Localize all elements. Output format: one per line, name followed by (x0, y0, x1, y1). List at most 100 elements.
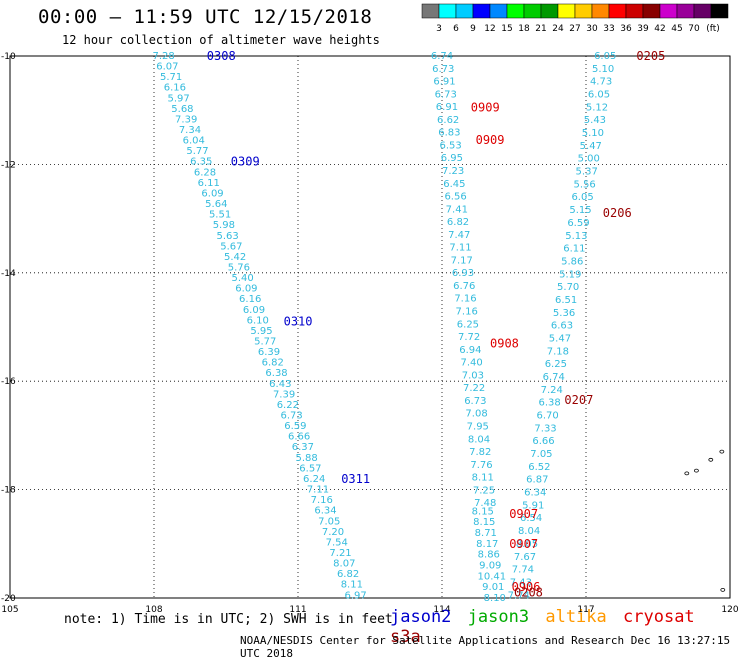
sat-s3a: s3a (390, 627, 421, 647)
swh-value: 7.21 (329, 548, 351, 559)
colorbar-label: 33 (603, 24, 614, 34)
colorbar-swatch (574, 3, 593, 19)
swh-value: 6.76 (453, 281, 475, 292)
swh-value: 6.82 (337, 569, 359, 580)
colorbar-swatch (693, 3, 712, 19)
lon-tick-label: 105 (1, 605, 18, 615)
swh-value: 4.73 (590, 77, 612, 88)
pass-time-label: 0907 (509, 537, 538, 551)
swh-value: 8.17 (476, 539, 498, 550)
swh-value: 5.43 (584, 115, 606, 126)
colorbar-label: 12 (484, 24, 495, 34)
lon-tick-label: 111 (289, 605, 306, 615)
swh-value: 5.42 (224, 252, 246, 263)
swh-value: 7.34 (179, 125, 201, 136)
swh-value: 5.67 (220, 241, 242, 252)
swh-value: 6.56 (444, 192, 466, 203)
altimeter-tracks: 7.286.075.716.165.975.687.397.346.045.77… (152, 51, 616, 604)
swh-value: 5.98 (213, 220, 235, 231)
swh-value: 5.76 (228, 262, 250, 273)
swh-value: 7.11 (449, 243, 471, 254)
swh-value: 7.16 (456, 307, 478, 318)
island-marker (708, 457, 714, 462)
swh-value: 5.37 (576, 167, 598, 178)
swh-value: 7.47 (448, 230, 470, 241)
swh-value: 8.11 (341, 580, 363, 591)
swh-value: 6.70 (536, 411, 558, 422)
swh-value: 7.33 (534, 423, 556, 434)
colorbar-label: 45 (671, 24, 682, 34)
swh-value: 7.54 (326, 537, 348, 548)
swh-value: 7.03 (462, 370, 484, 381)
swh-value: 6.04 (183, 136, 205, 147)
swh-value: 7.16 (454, 294, 476, 305)
swh-value: 6.37 (292, 442, 314, 453)
swh-value: 6.09 (243, 305, 265, 316)
swh-value: 6.66 (288, 432, 310, 443)
swh-value: 6.63 (551, 321, 573, 332)
swh-value: 5.19 (559, 269, 581, 280)
swh-value: 5.10 (592, 64, 614, 75)
map-subtitle: 12 hour collection of altimeter wave hei… (62, 33, 380, 47)
colorbar-label: 3 (436, 24, 442, 34)
swh-value: 8.15 (473, 517, 495, 528)
swh-value: 7.11 (307, 485, 329, 496)
colorbar-label: 70 (688, 24, 700, 34)
colorbar-swatch (659, 3, 678, 19)
swh-value: 7.16 (311, 495, 333, 506)
swh-value: 6.82 (447, 217, 469, 228)
colorbar-swatch (506, 3, 525, 19)
swh-value: 6.73 (464, 396, 486, 407)
island-marker (719, 449, 725, 454)
colorbar-swatch (438, 3, 457, 19)
swh-value: 5.00 (578, 154, 600, 165)
swh-value: 5.15 (569, 205, 591, 216)
swh-value: 5.86 (561, 256, 583, 267)
colorbar-swatch (591, 3, 610, 19)
swh-value: 6.91 (436, 102, 458, 113)
swh-value: 6.38 (265, 368, 287, 379)
swh-value: 6.59 (567, 218, 589, 229)
colorbar-label: 9 (470, 24, 476, 34)
swh-value: 5.12 (586, 102, 608, 113)
swh-value: 7.40 (460, 358, 482, 369)
coastline-islands (684, 449, 726, 592)
swh-value: 6.83 (438, 128, 460, 139)
colorbar-swatch (523, 3, 542, 19)
sat-altika: altika (545, 607, 607, 627)
lon-tick-label: 120 (721, 605, 738, 615)
colorbar-swatch (676, 3, 695, 19)
footer-credit: NOAA/NESDIS Center for Satellite Applica… (240, 634, 731, 660)
island-marker (694, 468, 699, 473)
swh-value: 7.23 (442, 166, 464, 177)
pass-time-label: 0909 (476, 133, 505, 147)
swh-value: 5.51 (209, 210, 231, 221)
sat-jason2: jason2 (390, 607, 452, 627)
swh-value: 6.82 (262, 358, 284, 369)
swh-value: 8.86 (478, 550, 500, 561)
swh-value: 5.47 (580, 141, 602, 152)
swh-value: 8.07 (333, 559, 355, 570)
swh-value: 7.18 (547, 346, 569, 357)
swh-value: 6.73 (435, 89, 457, 100)
swh-value: 7.41 (446, 204, 468, 215)
swh-value: 7.67 (514, 552, 536, 563)
colorbar-swatch (642, 3, 661, 19)
swh-value: 7.76 (470, 460, 492, 471)
swh-value: 6.62 (437, 115, 459, 126)
swh-value: 6.74 (543, 372, 565, 383)
colorbar-swatch (625, 3, 644, 19)
swh-value: 7.05 (530, 449, 552, 460)
pass-time-label: 0908 (490, 336, 519, 350)
swh-value: 6.10 (247, 315, 269, 326)
swh-value: 5.36 (553, 308, 575, 319)
swh-value: 5.88 (296, 453, 318, 464)
colorbar-swatch (421, 3, 440, 19)
swh-value: 6.51 (555, 295, 577, 306)
swh-value: 5.91 (522, 500, 544, 511)
lat-tick-label: -10 (1, 52, 16, 62)
swh-value: 6.93 (452, 268, 474, 279)
swh-value: 6.66 (532, 436, 554, 447)
island-marker (684, 471, 690, 476)
sat-jason3: jason3 (467, 607, 530, 627)
